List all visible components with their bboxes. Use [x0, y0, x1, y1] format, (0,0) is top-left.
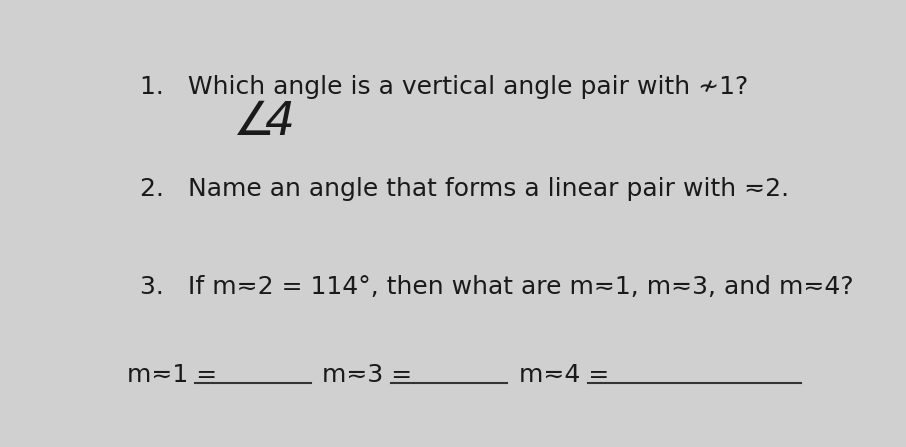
Text: 1.   Which angle is a vertical angle pair with ≁1?: 1. Which angle is a vertical angle pair …	[140, 75, 748, 99]
Text: 4: 4	[265, 100, 294, 145]
Text: 2.   Name an angle that forms a linear pair with ≂2.: 2. Name an angle that forms a linear pai…	[140, 177, 789, 201]
Text: m≂3 =: m≂3 =	[323, 363, 412, 387]
Text: m≂4 =: m≂4 =	[519, 363, 610, 387]
Text: 3.   If m≂2 = 114°, then what are m≂1, m≂3, and m≂4?: 3. If m≂2 = 114°, then what are m≂1, m≂3…	[140, 275, 854, 299]
Text: ∠: ∠	[234, 100, 275, 145]
Text: m≂1 =: m≂1 =	[127, 363, 217, 387]
